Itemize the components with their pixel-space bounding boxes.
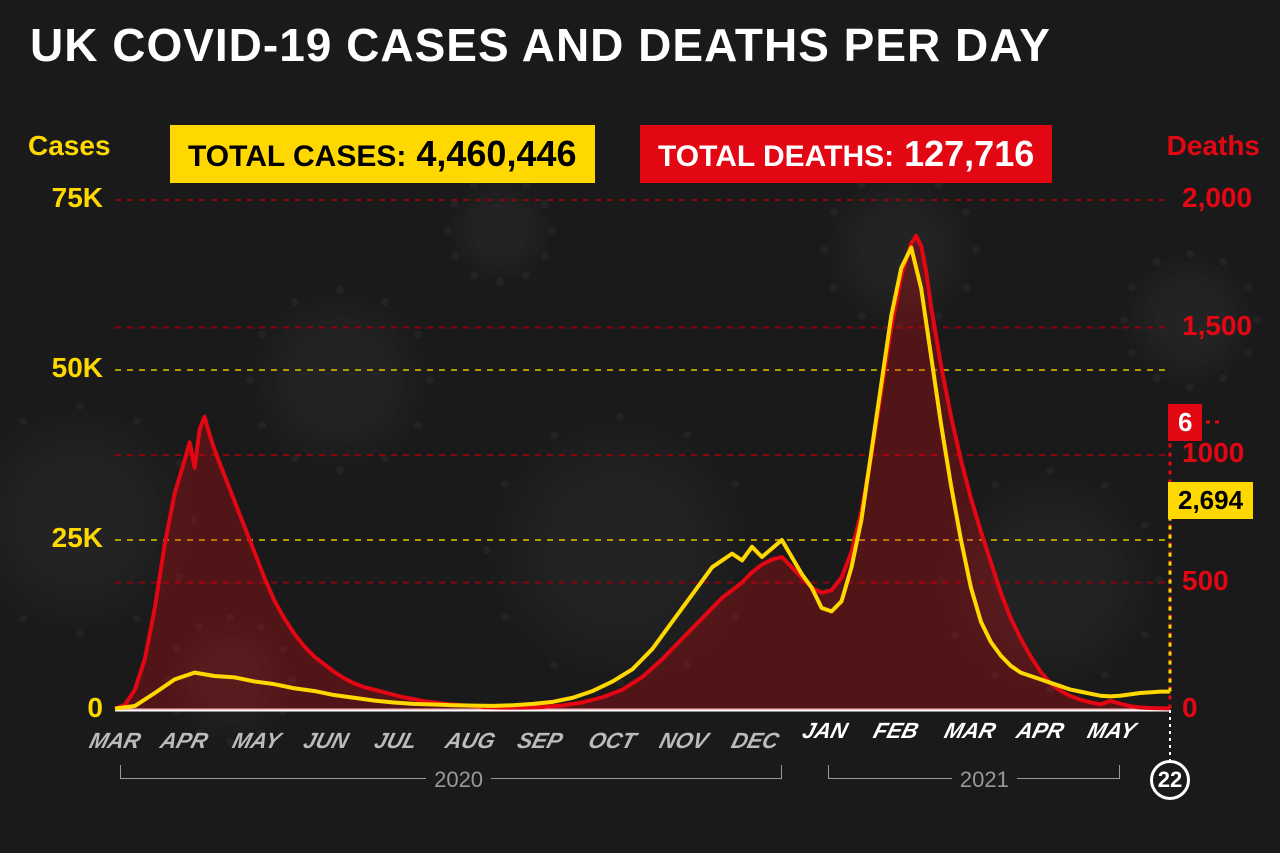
x-tick-month: AUG <box>443 728 499 754</box>
total-deaths-label: TOTAL DEATHS: <box>658 140 894 174</box>
y-tick-deaths: 1000 <box>1182 437 1244 469</box>
x-tick-month: JUN <box>300 728 351 754</box>
right-axis-title: Deaths <box>1167 130 1260 162</box>
y-tick-cases: 25K <box>52 522 103 554</box>
x-tick-month: APR <box>1013 718 1066 744</box>
x-tick-month: MAR <box>87 728 144 754</box>
total-cases-box: TOTAL CASES: 4,460,446 <box>170 125 595 183</box>
y-tick-deaths: 2,000 <box>1182 182 1252 214</box>
x-tick-month: OCT <box>586 728 639 754</box>
total-deaths-value: 127,716 <box>904 133 1034 175</box>
x-tick-month: MAR <box>942 718 999 744</box>
total-deaths-box: TOTAL DEATHS: 127,716 <box>640 125 1052 183</box>
y-tick-deaths: 500 <box>1182 565 1229 597</box>
total-cases-value: 4,460,446 <box>416 133 576 175</box>
x-tick-month: JUL <box>372 728 421 754</box>
year-label-2021: 2021 <box>952 767 1017 793</box>
x-tick-month: SEP <box>514 728 565 754</box>
y-tick-deaths: 1,500 <box>1182 310 1252 342</box>
left-axis-title: Cases <box>28 130 111 162</box>
y-tick-cases: 50K <box>52 352 103 384</box>
callout-deaths-value: 6 <box>1168 404 1202 441</box>
x-tick-month: FEB <box>871 718 922 744</box>
deaths-area <box>115 236 1170 710</box>
callout-cases-value: 2,694 <box>1168 482 1253 519</box>
y-tick-deaths: 0 <box>1182 692 1198 724</box>
x-tick-month: DEC <box>728 728 781 754</box>
y-tick-cases: 0 <box>87 692 103 724</box>
x-tick-month: MAY <box>229 728 283 754</box>
x-tick-month: JAN <box>799 718 850 744</box>
y-tick-cases: 75K <box>52 182 103 214</box>
total-cases-label: TOTAL CASES: <box>188 140 406 174</box>
x-tick-month: MAY <box>1084 718 1138 744</box>
year-label-2020: 2020 <box>426 767 491 793</box>
date-marker: 22 <box>1150 760 1190 800</box>
x-tick-month: APR <box>158 728 211 754</box>
x-tick-month: NOV <box>657 728 712 754</box>
